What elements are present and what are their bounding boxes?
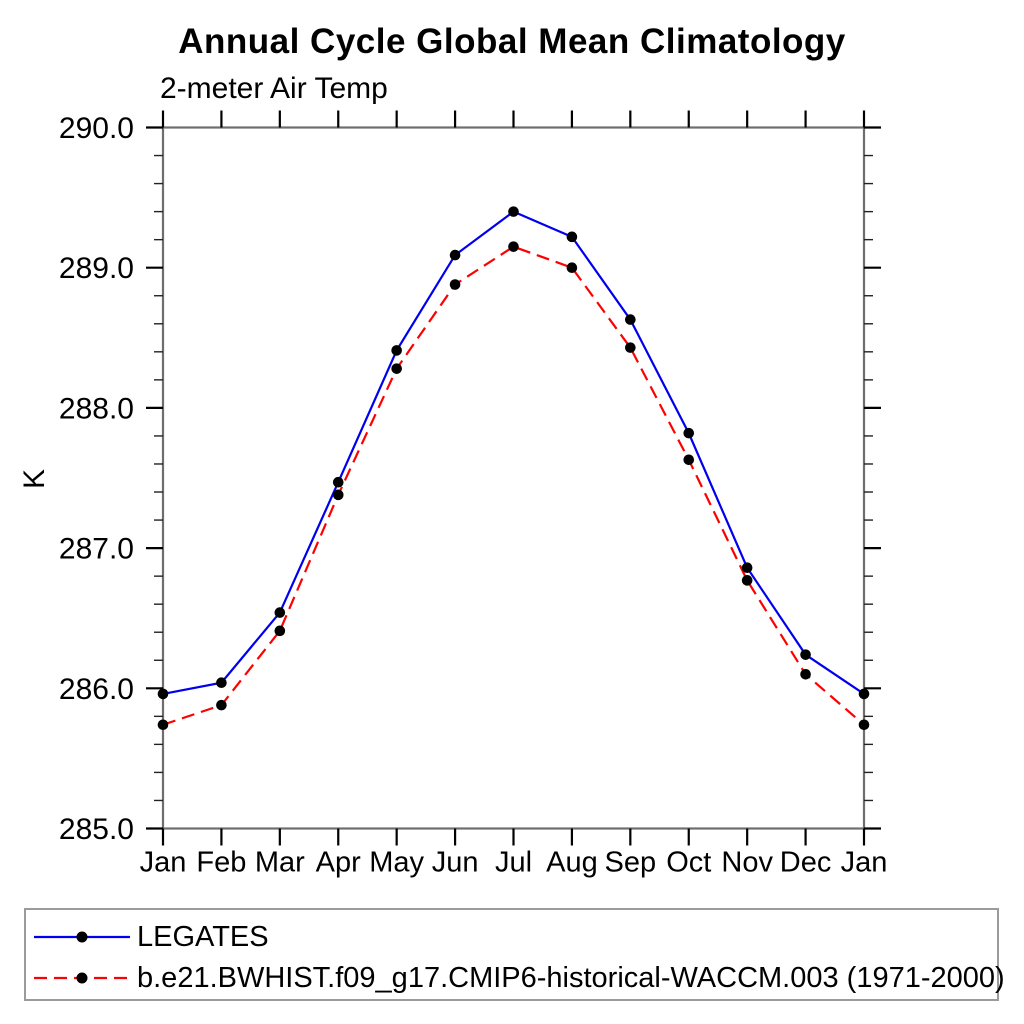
data-point-marker bbox=[683, 427, 695, 439]
y-tick-label: 290.0 bbox=[59, 112, 134, 145]
data-point-marker bbox=[449, 279, 461, 290]
y-tick-label: 289.0 bbox=[59, 252, 134, 285]
data-point-marker bbox=[216, 699, 227, 711]
x-tick-label: May bbox=[369, 847, 424, 879]
legend-item-legates: LEGATES bbox=[32, 921, 269, 953]
y-tick-label: 287.0 bbox=[59, 533, 134, 566]
data-point-marker bbox=[157, 688, 169, 700]
legend-label-legates: LEGATES bbox=[137, 920, 269, 953]
y-tick-label: 286.0 bbox=[59, 673, 134, 706]
legend-label-model: b.e21.BWHIST.f09_g17.CMIP6-historical-WA… bbox=[137, 961, 1005, 994]
data-point-marker bbox=[157, 719, 169, 731]
data-point-marker bbox=[274, 607, 286, 618]
chart-subtitle: 2-meter Air Temp bbox=[160, 72, 388, 105]
x-tick-label: Dec bbox=[780, 847, 832, 879]
legend: LEGATES b.e21.BWHIST.f09_g17.CMIP6-histo… bbox=[24, 908, 1005, 1001]
y-tick-label: 288.0 bbox=[59, 392, 134, 425]
y-tick-label: 285.0 bbox=[59, 813, 134, 846]
x-tick-label: Sep bbox=[605, 847, 657, 879]
data-point-marker bbox=[508, 241, 519, 252]
data-point-marker bbox=[566, 231, 578, 243]
x-tick-label: Mar bbox=[255, 847, 305, 879]
x-tick-label: Jan bbox=[140, 847, 187, 879]
data-point-marker bbox=[741, 575, 753, 586]
legend-item-model: b.e21.BWHIST.f09_g17.CMIP6-historical-WA… bbox=[32, 962, 1005, 994]
x-tick-label: Aug bbox=[546, 847, 598, 879]
legend-line-sample-dashed bbox=[34, 972, 130, 984]
chart-title: Annual Cycle Global Mean Climatology bbox=[178, 22, 846, 61]
data-point-marker bbox=[508, 206, 519, 217]
data-point-marker bbox=[858, 688, 870, 700]
x-tick-label: Oct bbox=[666, 847, 711, 879]
data-point-marker bbox=[391, 363, 402, 374]
x-tick-label: Nov bbox=[721, 847, 773, 879]
x-tick-label: Apr bbox=[316, 847, 361, 879]
data-point-marker bbox=[800, 668, 811, 680]
data-point-marker bbox=[800, 649, 811, 660]
data-point-marker bbox=[683, 454, 695, 466]
plot-frame bbox=[161, 126, 866, 830]
data-point-marker bbox=[449, 249, 461, 261]
series-line-0 bbox=[162, 210, 865, 695]
data-point-marker bbox=[566, 262, 578, 274]
data-point-marker bbox=[625, 342, 636, 353]
series-line-1 bbox=[162, 245, 865, 726]
legend-marker-dot bbox=[76, 972, 88, 984]
data-point-marker bbox=[625, 314, 636, 325]
x-tick-label: Jun bbox=[432, 847, 479, 879]
data-point-marker bbox=[391, 345, 402, 356]
data-point-marker bbox=[741, 562, 753, 574]
data-point-marker bbox=[274, 625, 286, 637]
data-point-marker bbox=[332, 476, 344, 488]
data-point-marker bbox=[332, 489, 344, 501]
x-tick-label: Jul bbox=[495, 847, 532, 879]
x-tick-label: Feb bbox=[196, 847, 246, 879]
legend-marker-dot bbox=[76, 931, 88, 943]
x-tick-label: Jan bbox=[841, 847, 888, 879]
data-point-marker bbox=[216, 677, 227, 688]
legend-line-sample-solid bbox=[34, 931, 130, 943]
data-point-marker bbox=[858, 719, 870, 731]
